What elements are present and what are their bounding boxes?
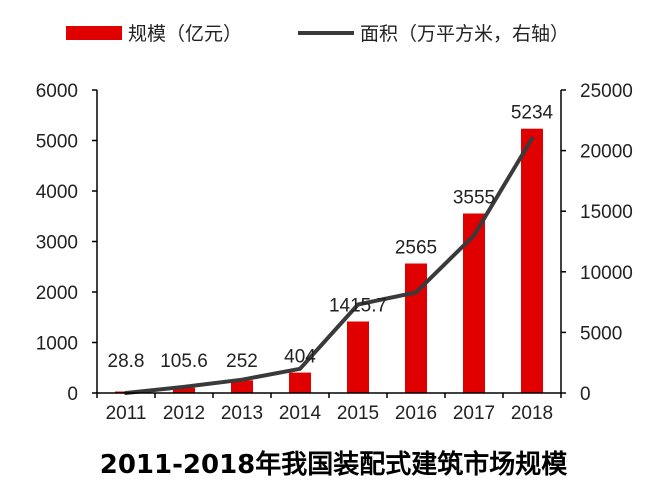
y-left-tick-label: 4000 [36, 182, 78, 203]
y-right-tick-label: 15000 [580, 202, 633, 223]
y-left-tick-label: 2000 [36, 283, 78, 304]
bar-2018 [521, 128, 543, 393]
bar-value-label: 5234 [511, 103, 554, 124]
y-right-tick-label: 20000 [580, 142, 633, 163]
bar-series [115, 128, 543, 393]
bar-value-label: 252 [226, 351, 258, 372]
y-left-tick-label: 3000 [36, 233, 78, 254]
x-tick-label: 2013 [221, 403, 263, 424]
x-tick-label: 2017 [453, 403, 495, 424]
chart-title: 2011-2018年我国装配式建筑市场规模 [99, 450, 568, 480]
legend: 规模（亿元） 面积（万平方米，右轴） [66, 23, 569, 45]
area-line [124, 136, 534, 395]
bar-2017 [463, 213, 485, 393]
y-right-tick-label: 5000 [580, 323, 622, 344]
bar-2014 [289, 372, 311, 393]
y-right-tick-label: 0 [580, 384, 591, 405]
bar-2012 [173, 387, 195, 393]
bar-2015 [347, 321, 369, 393]
bar-value-label: 404 [284, 347, 316, 368]
y-right-tick-label: 10000 [580, 263, 633, 284]
y-right-tick-label: 25000 [580, 81, 633, 102]
legend-line-label: 面积（万平方米，右轴） [360, 23, 569, 45]
bar-value-label: 1415.7 [329, 296, 387, 317]
x-tick-label: 2015 [337, 403, 379, 424]
y-left-tick-label: 0 [67, 384, 78, 405]
bar-2016 [405, 263, 427, 393]
y-left-tick-label: 6000 [36, 81, 78, 102]
x-tick-label: 2018 [511, 403, 553, 424]
x-tick-label: 2012 [163, 403, 205, 424]
y-left-tick-label: 1000 [36, 334, 78, 355]
x-tick-label: 2014 [279, 403, 322, 424]
bar-value-label: 28.8 [108, 351, 145, 372]
data-labels: 28.8 105.6 252 404 1415.7 2565 3555 5234 [108, 103, 554, 372]
y-left-tick-label: 5000 [36, 132, 78, 153]
bar-value-label: 105.6 [160, 351, 208, 372]
x-tick-label: 2011 [106, 403, 147, 424]
bar-value-label: 2565 [395, 237, 437, 258]
axes: 0 1000 2000 3000 4000 5000 6000 0 5000 10000 15000… [36, 81, 633, 424]
legend-bar-swatch [66, 26, 122, 40]
legend-bar-label: 规模（亿元） [128, 23, 242, 45]
bar-2013 [231, 380, 253, 393]
x-tick-label: 2016 [395, 403, 437, 424]
chart-canvas: 规模（亿元） 面积（万平方米，右轴） 0 1000 2000 3000 4000 5000… [36, 23, 633, 424]
bar-value-label: 3555 [453, 187, 495, 208]
